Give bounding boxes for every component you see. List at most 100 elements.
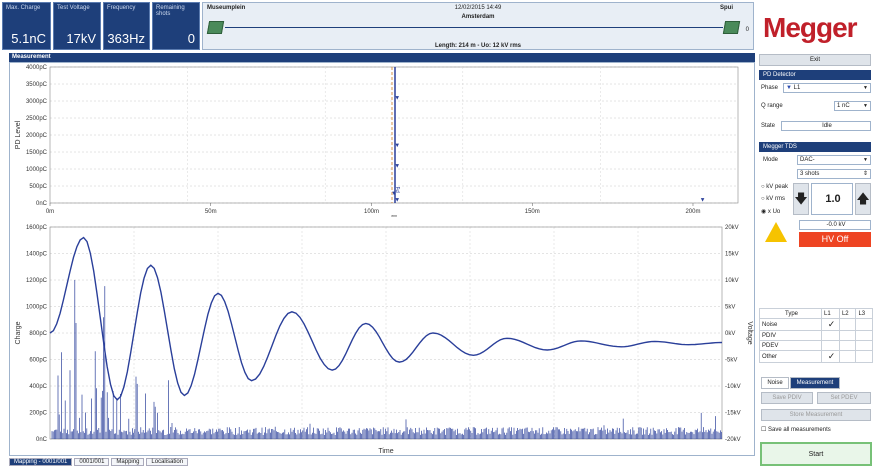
plots-svg: 4000pC 3500pC 3000pC 2500pC 2000pC 1500pC 1000… — [15, 65, 753, 455]
check-icon[interactable]: ✓ — [821, 350, 840, 363]
y-tick-label: 3500pC — [26, 82, 48, 88]
y-tick-label: 4000pC — [26, 65, 48, 71]
hv-off-button[interactable]: HV Off — [799, 232, 871, 247]
table-cell[interactable] — [821, 330, 840, 341]
stat-value: 0 — [187, 31, 195, 46]
y2-tick-label: -10kV — [725, 384, 741, 390]
store-measurement-button[interactable]: Store Measurement — [761, 409, 871, 421]
phase-select[interactable]: ▼ L1 — [783, 83, 871, 93]
cable-length: Length: 214 m - Uo: 12 kV rms — [434, 43, 522, 49]
qrange-select[interactable]: 1 nC — [834, 101, 871, 111]
cable-end-icon — [722, 21, 741, 34]
table-cell[interactable] — [855, 340, 873, 351]
table-cell[interactable] — [855, 350, 873, 363]
pd-marker: ▼ — [700, 198, 706, 204]
y-tick-label: 500pC — [29, 184, 47, 190]
x-axis-note: *** — [391, 215, 397, 221]
table-header: L2 — [838, 308, 857, 319]
table-cell: PDIV — [759, 330, 822, 341]
y-tick-label: 1200pC — [26, 278, 48, 284]
table-row: Noise ✓ — [759, 318, 873, 331]
y-tick-label: 800pC — [29, 331, 47, 337]
x-tick-label: 100m — [364, 209, 379, 215]
table-cell[interactable] — [838, 318, 857, 331]
table-row: PDIV — [759, 330, 873, 341]
table-cell[interactable] — [855, 318, 873, 331]
y-tick-label: 1500pC — [26, 150, 48, 156]
pd-marker: ▼ — [394, 164, 400, 170]
cable-start-icon — [206, 21, 225, 34]
state-value: Idle — [781, 121, 871, 131]
measurement-plots: 4000pC 3500pC 3000pC 2500pC 2000pC 1500pC 1000… — [9, 62, 755, 456]
table-header: L3 — [855, 308, 873, 319]
table-cell[interactable] — [838, 350, 857, 363]
y2-tick-label: -15kV — [725, 411, 741, 417]
pd-marker: ▼ — [394, 198, 400, 204]
test-datetime: 12/02/2015 14:49 — [454, 5, 502, 11]
qrange-label: Q range — [761, 103, 783, 109]
cable-end-label: Spui — [720, 5, 733, 11]
table-cell[interactable] — [855, 330, 873, 341]
set-pdev-button[interactable]: Set PDEV — [817, 392, 871, 404]
start-button[interactable]: Start — [760, 442, 872, 466]
cable-start-label: Museumplein — [207, 5, 246, 11]
table-row: Other ✓ — [759, 350, 873, 363]
megger-logo: Megger — [763, 12, 858, 43]
option-x-uo[interactable]: ◉ x Uo — [761, 209, 781, 215]
cable-info-panel: Museumplein Spui 12/02/2015 14:49 Amster… — [202, 2, 754, 50]
save-pdiv-button[interactable]: Save PDIV — [761, 392, 813, 404]
exit-button[interactable]: Exit — [759, 54, 871, 66]
y2-tick-label: 20kV — [725, 225, 739, 231]
tab-localisation[interactable]: Localisation — [146, 458, 189, 466]
y-tick-label: 0nC — [36, 437, 48, 443]
table-cell[interactable] — [838, 340, 857, 351]
tab-measurement[interactable]: Measurement — [790, 377, 840, 389]
phase-marker-icon: ▼ — [786, 85, 792, 91]
pd-annotation: Pd — [396, 186, 402, 192]
stat-test-voltage: Test Voltage 17kV — [53, 2, 101, 50]
stat-label: Test Voltage — [57, 5, 90, 11]
stat-value: 17kV — [66, 31, 96, 46]
y2-axis-label: Voltage — [746, 321, 753, 344]
table-cell: PDEV — [759, 340, 822, 351]
table-cell[interactable] — [821, 340, 840, 351]
y2-tick-label: -5kV — [725, 358, 737, 364]
table-cell: Noise — [759, 318, 822, 331]
stat-value: 5.1nC — [11, 31, 46, 46]
megger-tds-header: Megger TDS — [759, 142, 871, 152]
decrease-button[interactable]: 🡇 — [793, 183, 809, 215]
check-icon[interactable]: ✓ — [821, 318, 840, 331]
y-tick-label: 600pC — [29, 358, 47, 364]
table-cell[interactable] — [838, 330, 857, 341]
cable-line — [225, 27, 723, 28]
bottom-tabs: Mapping - 0001/001 0001/001 Mapping Loca… — [9, 458, 189, 466]
stepper-icon: ⇕ — [862, 171, 868, 177]
voltage-setpoint[interactable]: 1.0 — [811, 183, 853, 215]
increase-button[interactable]: 🡅 — [855, 183, 871, 215]
pd-marker: ▼ — [391, 191, 397, 197]
mode-label: Mode — [763, 157, 779, 163]
kv-readout: -0.0 kV — [799, 220, 871, 230]
y2-tick-label: 10kV — [725, 278, 739, 284]
option-kv-rms[interactable]: ○ kV rms — [761, 196, 785, 202]
tab-mapping-0001[interactable]: Mapping - 0001/001 — [9, 458, 73, 466]
y2-tick-label: -20kV — [725, 437, 741, 443]
right-control-panel: Megger Exit PD Detector Phase ▼ L1 Q ran… — [757, 0, 873, 466]
tab-noise[interactable]: Noise — [761, 377, 789, 389]
y-tick-label: 2000pC — [26, 133, 48, 139]
mode-select[interactable]: DAC- — [797, 155, 871, 165]
y2-tick-label: 5kV — [725, 305, 735, 311]
save-all-checkbox[interactable]: ☐ Save all measurements — [761, 427, 831, 433]
high-voltage-warning-icon — [765, 222, 787, 242]
stat-frequency: Frequency 363Hz — [103, 2, 150, 50]
tab-mapping[interactable]: Mapping — [111, 458, 145, 466]
stat-max-charge: Max. Charge 5.1nC — [2, 2, 51, 50]
option-kv-peak[interactable]: ○ kV peak — [761, 184, 788, 190]
x-tick-label: 150m — [525, 209, 540, 215]
charge-pulses — [51, 280, 722, 439]
shots-stepper[interactable]: 3 shots ⇕ — [797, 169, 871, 179]
phase-value: L1 — [793, 85, 801, 91]
stat-remaining-shots: Remaining shots 0 — [152, 2, 200, 50]
y-axis-label: Charge — [15, 321, 22, 344]
tab-0001[interactable]: 0001/001 — [74, 458, 110, 466]
